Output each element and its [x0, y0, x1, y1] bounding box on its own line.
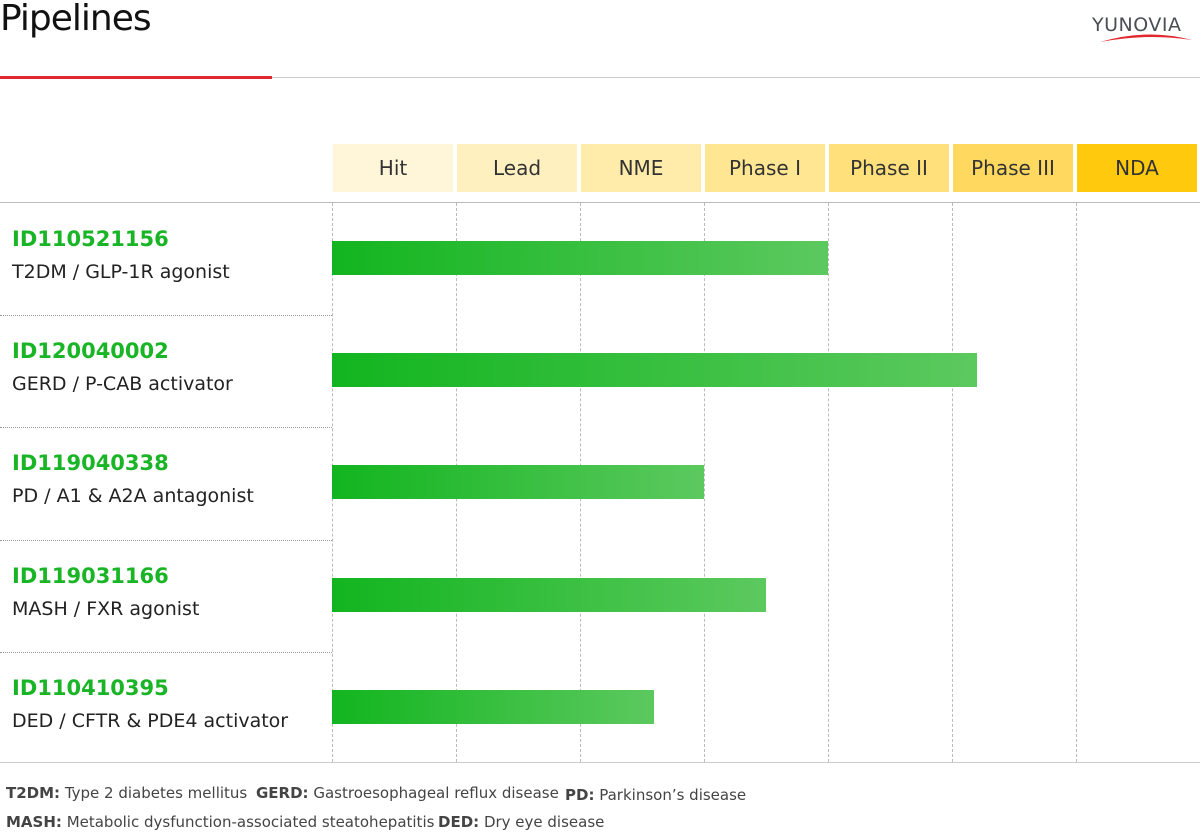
- stage-header: Hit: [333, 144, 453, 192]
- title-underline: [0, 76, 272, 79]
- row-separator: [0, 427, 332, 429]
- gridline: [704, 203, 705, 762]
- footnote: T2DM: Type 2 diabetes mellitus: [6, 784, 248, 802]
- progress-bar: [332, 689, 655, 724]
- stage-header: Phase II: [829, 144, 949, 192]
- gridline: [1076, 203, 1077, 762]
- stage-header: NME: [581, 144, 701, 192]
- gridline: [952, 203, 953, 762]
- progress-bar: [332, 353, 977, 388]
- divider: [0, 762, 1200, 763]
- stage-header: Lead: [457, 144, 577, 192]
- footnote: PD: Parkinson’s disease: [565, 786, 747, 804]
- logo-swoosh-icon: [1100, 34, 1192, 42]
- header-divider: [0, 202, 1200, 203]
- pipeline-id: ID120040002: [12, 339, 169, 364]
- footnote: MASH: Metabolic dysfunction-associated s…: [6, 813, 435, 831]
- pipeline-description: GERD / P-CAB activator: [12, 373, 233, 396]
- progress-bar: [332, 577, 766, 612]
- pipeline-id: ID119031166: [12, 563, 169, 588]
- stage-header: Phase III: [953, 144, 1073, 192]
- stage-header: NDA: [1077, 144, 1197, 192]
- pipeline-id: ID110410395: [12, 675, 169, 700]
- pipeline-id: ID119040338: [12, 451, 169, 476]
- pipeline-description: MASH / FXR agonist: [12, 597, 200, 620]
- pipeline-description: T2DM / GLP-1R agonist: [12, 261, 230, 283]
- gridline: [828, 203, 829, 762]
- footnote: DED: Dry eye disease: [438, 813, 605, 831]
- logo-text: YUNOVIA: [1092, 14, 1182, 36]
- pipeline-id: ID110521156: [12, 227, 169, 251]
- row-separator: [0, 315, 332, 317]
- page-title: Pipelines: [0, 0, 152, 39]
- row-separator: [0, 651, 332, 653]
- footnote: GERD: Gastroesophageal reflux disease: [256, 784, 559, 802]
- pipeline-description: PD / A1 & A2A antagonist: [12, 485, 254, 508]
- stage-header: Phase I: [705, 144, 825, 192]
- row-separator: [0, 539, 332, 541]
- yunovia-logo: YUNOVIA: [1092, 14, 1198, 48]
- progress-bar: [332, 241, 828, 275]
- pipeline-description: DED / CFTR & PDE4 activator: [12, 709, 289, 732]
- divider: [0, 77, 1200, 78]
- progress-bar: [332, 465, 704, 500]
